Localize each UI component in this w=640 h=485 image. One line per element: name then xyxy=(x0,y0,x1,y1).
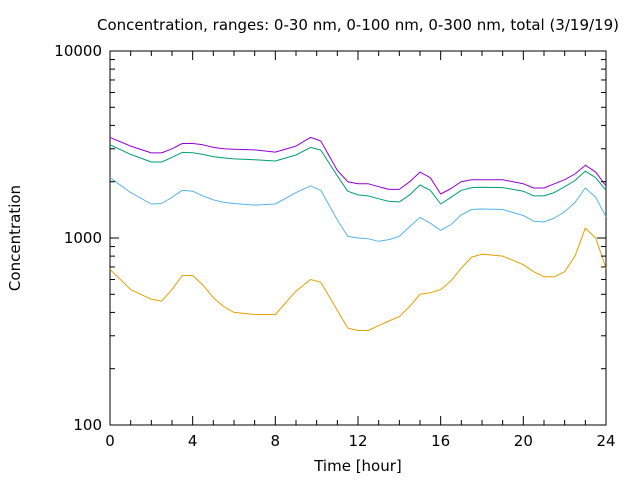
x-tick-label: 8 xyxy=(271,432,281,450)
y-axis-label: Concentration xyxy=(6,185,24,291)
series-line-3 xyxy=(109,144,607,205)
y-tick-label: 1000 xyxy=(64,229,102,247)
x-tick-label: 24 xyxy=(596,432,615,450)
x-tick-label: 16 xyxy=(431,432,450,450)
x-tick-label: 4 xyxy=(188,432,198,450)
y-axis: 100 1000 10000 xyxy=(54,42,606,434)
y-tick-label: 100 xyxy=(73,416,102,434)
x-axis: 0 4 8 12 16 20 24 xyxy=(105,51,616,450)
x-tick-label: 12 xyxy=(348,432,367,450)
series-line-2 xyxy=(109,177,607,242)
x-tick-label: 0 xyxy=(105,432,115,450)
series-line-4 xyxy=(109,136,607,195)
chart-title: Concentration, ranges: 0-30 nm, 0-100 nm… xyxy=(97,16,619,34)
series-layer xyxy=(109,136,607,331)
y-tick-label: 10000 xyxy=(54,42,102,60)
series-line-1 xyxy=(109,227,607,331)
x-axis-label: Time [hour] xyxy=(313,457,402,475)
x-tick-label: 20 xyxy=(514,432,533,450)
